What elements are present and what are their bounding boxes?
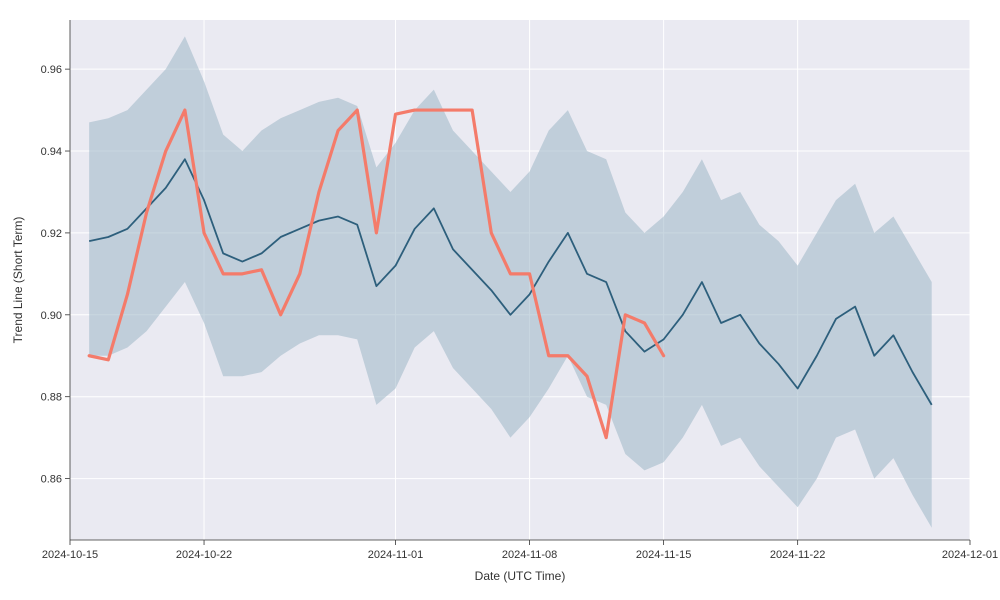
x-tick-label: 2024-10-15 [42,549,98,561]
y-tick-label: 0.96 [41,64,62,76]
x-tick-label: 2024-11-22 [770,549,825,561]
x-axis-label: Date (UTC Time) [475,569,566,583]
y-tick-label: 0.86 [41,474,62,486]
y-tick-label: 0.88 [41,392,62,404]
trend-line-chart: 0.86 0.88 0.90 0.92 0.94 0.96 2024-10-15 2024-1… [0,0,1000,600]
chart-container: 0.86 0.88 0.90 0.92 0.94 0.96 2024-10-15 2024-1… [0,0,1000,600]
x-tick-label: 2024-10-22 [176,549,232,561]
x-tick-label: 2024-11-15 [636,549,691,561]
x-tick-label: 2024-12-01 [942,549,998,561]
y-axis-label: Trend Line (Short Term) [11,217,25,344]
y-tick-label: 0.92 [41,228,62,240]
y-tick-label: 0.90 [41,310,62,322]
x-tick-label: 2024-11-01 [368,549,423,561]
x-tick-label: 2024-11-08 [502,549,557,561]
y-tick-label: 0.94 [41,146,62,158]
